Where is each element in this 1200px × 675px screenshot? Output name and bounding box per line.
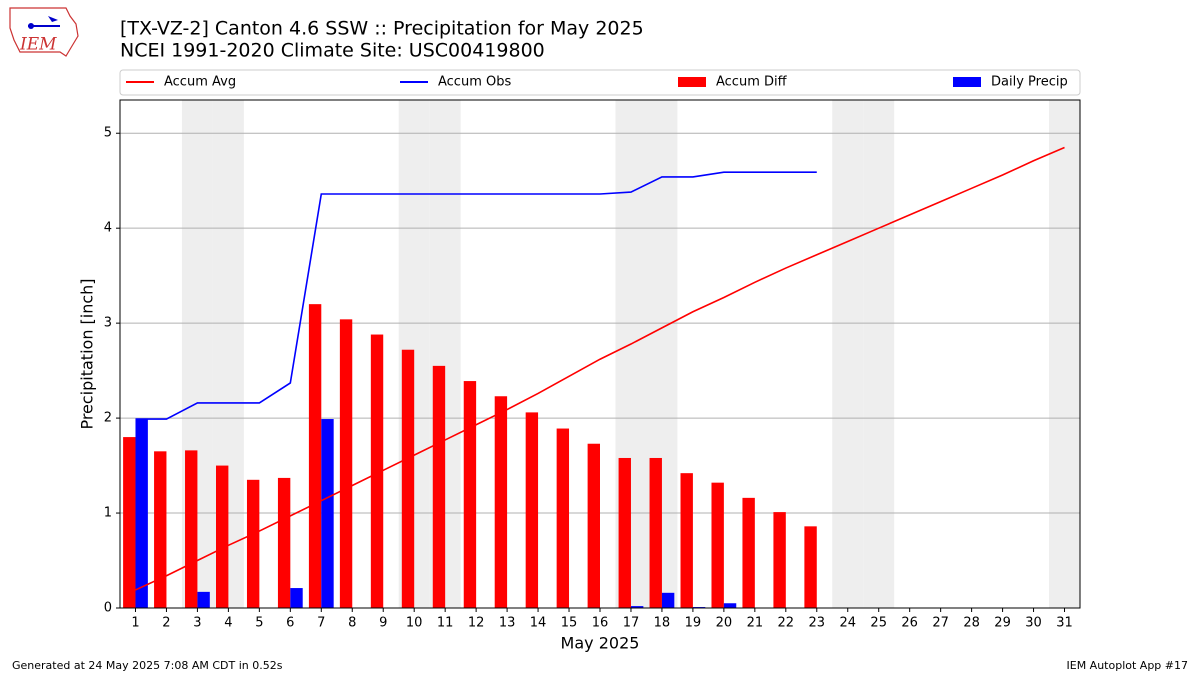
- y-tick-label: 4: [104, 221, 112, 236]
- bar: [197, 591, 210, 608]
- bar: [154, 451, 167, 608]
- weekend-band: [832, 100, 864, 608]
- line: [135, 171, 817, 420]
- x-tick-label: 9: [379, 616, 387, 631]
- logo: IEM: [9, 7, 79, 57]
- chart-title: [TX-VZ-2] Canton 4.6 SSW :: Precipitatio…: [120, 18, 644, 40]
- x-tick-label: 19: [685, 616, 702, 631]
- x-axis-label: May 2025: [561, 634, 640, 653]
- x-tick-label: 1: [131, 616, 139, 631]
- legend-box: [119, 69, 1081, 96]
- bar: [290, 588, 303, 608]
- bar: [246, 479, 260, 608]
- x-tick-label: 16: [592, 616, 609, 631]
- bar: [630, 606, 644, 608]
- bar: [123, 437, 136, 608]
- x-tick-label: 6: [286, 616, 294, 631]
- bar: [711, 482, 724, 608]
- bar: [525, 412, 539, 608]
- x-tick-label: 25: [870, 616, 887, 631]
- legend-label: Accum Avg: [164, 75, 236, 90]
- bar: [370, 334, 384, 608]
- y-tick-label: 2: [104, 411, 112, 426]
- y-tick-label: 5: [104, 126, 112, 141]
- line: [135, 146, 1065, 591]
- x-tick-label: 2: [162, 616, 170, 631]
- x-tick-label: 26: [901, 616, 918, 631]
- legend-swatch: [953, 77, 981, 87]
- legend-label: Daily Precip: [991, 75, 1068, 90]
- x-tick-label: 3: [193, 616, 201, 631]
- bar: [277, 477, 291, 608]
- y-tick-label: 1: [104, 506, 112, 521]
- bar: [339, 319, 353, 608]
- x-tick-label: 13: [499, 616, 516, 631]
- x-tick-label: 31: [1056, 616, 1073, 631]
- bar: [804, 526, 817, 608]
- x-tick-label: 29: [994, 616, 1011, 631]
- bar: [742, 497, 755, 608]
- bar: [661, 592, 675, 608]
- bar: [401, 349, 415, 608]
- x-tick-label: 30: [1025, 616, 1042, 631]
- x-tick-label: 14: [530, 616, 547, 631]
- bar: [649, 457, 662, 608]
- x-tick-label: 8: [348, 616, 356, 631]
- x-tick-label: 17: [623, 616, 640, 631]
- x-tick-label: 20: [716, 616, 733, 631]
- weekend-band: [863, 100, 895, 608]
- bar: [494, 396, 508, 608]
- y-tick-label: 3: [104, 316, 112, 331]
- x-tick-label: 11: [437, 616, 454, 631]
- chart-subtitle: NCEI 1991-2020 Climate Site: USC00419800: [120, 40, 545, 62]
- bar: [185, 450, 198, 608]
- x-tick-label: 12: [468, 616, 485, 631]
- legend-label: Accum Obs: [438, 75, 511, 90]
- x-tick-label: 24: [839, 616, 856, 631]
- bar: [587, 443, 600, 608]
- y-axis-label: Precipitation [inch]: [78, 278, 97, 429]
- x-tick-label: 27: [932, 616, 949, 631]
- weekend-band: [1049, 100, 1080, 608]
- x-tick-label: 5: [255, 616, 263, 631]
- x-tick-label: 21: [747, 616, 764, 631]
- legend-swatch: [678, 77, 706, 87]
- x-tick-label: 22: [778, 616, 795, 631]
- y-tick-label: 0: [104, 601, 112, 616]
- x-tick-label: 7: [317, 616, 325, 631]
- bar: [308, 304, 322, 608]
- bar: [556, 428, 570, 608]
- logo-text: IEM: [19, 35, 57, 55]
- bar: [432, 365, 446, 608]
- x-tick-label: 4: [224, 616, 232, 631]
- bar: [463, 381, 477, 608]
- bar: [680, 473, 693, 608]
- legend-label: Accum Diff: [716, 75, 788, 90]
- footer-right: IEM Autoplot App #17: [1067, 659, 1189, 672]
- x-tick-label: 10: [406, 616, 423, 631]
- bar: [216, 465, 229, 608]
- bar: [723, 603, 737, 608]
- footer-left: Generated at 24 May 2025 7:08 AM CDT in …: [12, 659, 283, 672]
- x-tick-label: 23: [809, 616, 826, 631]
- bar: [773, 512, 786, 608]
- x-tick-label: 18: [654, 616, 671, 631]
- x-tick-label: 28: [963, 616, 980, 631]
- bar: [618, 457, 631, 608]
- bar: [135, 419, 148, 608]
- x-tick-label: 15: [561, 616, 578, 631]
- bar: [321, 419, 334, 608]
